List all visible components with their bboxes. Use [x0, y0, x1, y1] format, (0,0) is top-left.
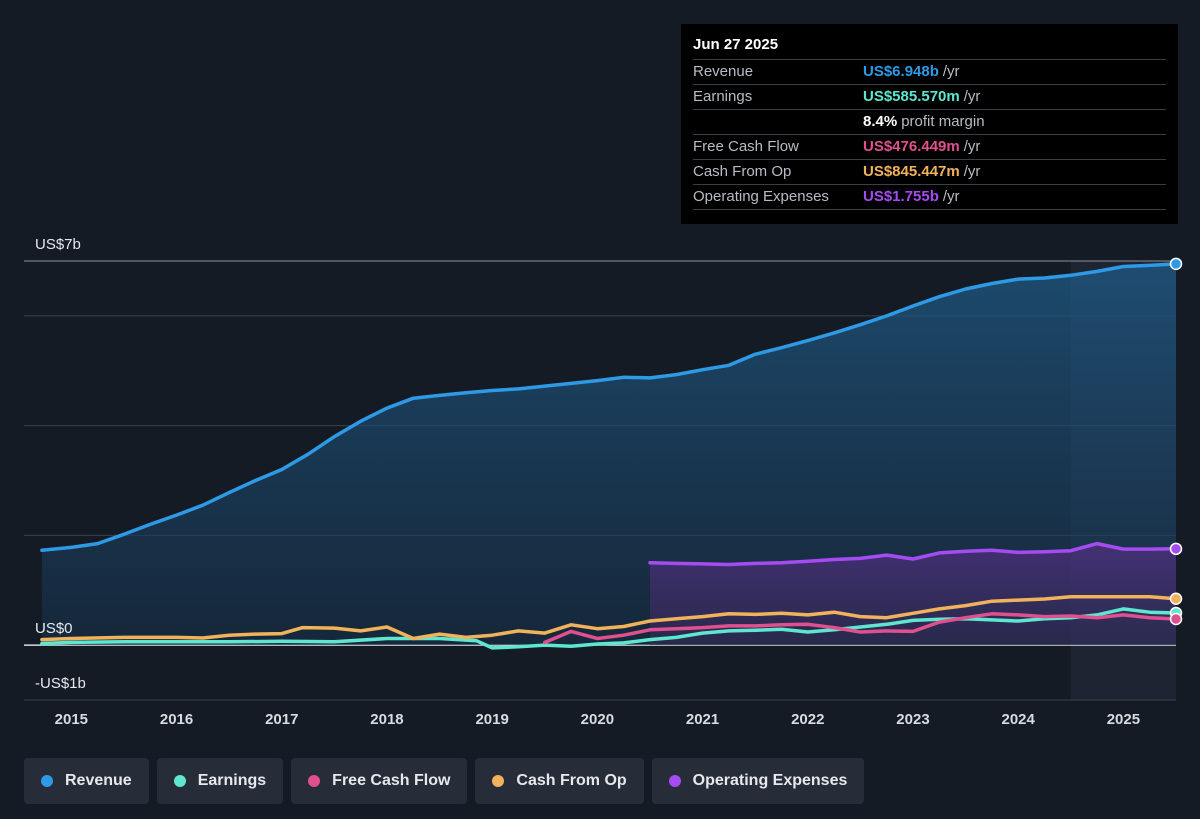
x-tick-label: 2018 [370, 711, 403, 728]
revenue-end-marker [1169, 257, 1183, 271]
operating-expenses-end-marker [1169, 542, 1183, 556]
tooltip-row-unit: /yr [963, 138, 981, 155]
tooltip-row-unit: profit margin [901, 113, 985, 130]
x-tick-label: 2017 [265, 711, 298, 728]
tooltip-row: Cash From Op US$845.447m/yr [693, 159, 1166, 184]
free-cash-flow-end-marker [1169, 612, 1183, 626]
tooltip-row: Free Cash Flow US$476.449m/yr [693, 134, 1166, 159]
x-tick-label: 2024 [1002, 711, 1036, 728]
tooltip-row-label: Cash From Op [693, 163, 792, 180]
legend-label: Free Cash Flow [332, 772, 451, 789]
x-tick-label: 2020 [581, 711, 614, 728]
x-tick-label: 2019 [475, 711, 508, 728]
legend-dot-icon [308, 775, 321, 787]
tooltip-row-unit: /yr [963, 163, 981, 180]
x-tick-label: 2021 [686, 711, 719, 728]
legend-label: Operating Expenses [692, 772, 848, 789]
tooltip-row-value: US$6.948b [863, 63, 939, 80]
legend-item-operating-expenses[interactable]: Operating Expenses [651, 758, 865, 804]
legend-item-earnings[interactable]: Earnings [156, 758, 284, 804]
tooltip-row-label: Earnings [693, 88, 753, 105]
tooltip-row: 8.4% profit margin [693, 109, 1166, 134]
tooltip-row-value: 8.4% [863, 113, 898, 130]
legend-item-free-cash-flow[interactable]: Free Cash Flow [291, 758, 468, 804]
y-axis-label: -US$1b [35, 675, 86, 692]
tooltip-row-value: US$585.570m [863, 88, 960, 105]
legend-label: Revenue [65, 772, 132, 789]
tooltip-panel: Jun 27 2025 Revenue US$6.948b/yr Earnings U… [681, 24, 1178, 224]
legend-dot-icon [41, 775, 53, 787]
legend-label: Earnings [197, 772, 267, 789]
cash-from-op-line [40, 595, 1178, 642]
tooltip-row-label: Free Cash Flow [693, 138, 799, 155]
y-axis-label: US$0 [35, 620, 73, 637]
tooltip-row: Revenue US$6.948b/yr [693, 59, 1166, 84]
cash-from-op-end-marker [1169, 592, 1183, 606]
tooltip-row-label: Operating Expenses [693, 188, 829, 205]
tooltip-row-unit: /yr [942, 188, 960, 205]
legend-dot-icon [668, 775, 681, 787]
x-tick-label: 2015 [55, 711, 88, 728]
x-tick-label: 2025 [1107, 711, 1140, 728]
legend-dot-icon [173, 775, 186, 787]
x-tick-label: 2016 [160, 711, 193, 728]
legend: Revenue Earnings Free Cash Flow Cash From O… [24, 758, 865, 804]
tooltip-row-value: US$476.449m [863, 138, 960, 155]
tooltip-row-label [693, 110, 863, 134]
legend-label: Cash From Op [516, 772, 627, 789]
revenue-area [41, 263, 1176, 646]
free-cash-flow-line [543, 612, 1178, 645]
legend-item-cash-from-op[interactable]: Cash From Op [475, 758, 644, 804]
tooltip-row-unit: /yr [963, 88, 981, 105]
revenue-line [40, 262, 1178, 552]
x-tick-label: 2022 [791, 711, 824, 728]
tooltip-row-label: Revenue [693, 63, 754, 80]
legend-dot-icon [492, 775, 505, 787]
y-axis-label: US$7b [35, 236, 81, 253]
tooltip-date: Jun 27 2025 [693, 36, 779, 53]
earnings-line [40, 607, 1178, 650]
tooltip-row: Earnings US$585.570m/yr [693, 84, 1166, 109]
operating-expenses-line [648, 541, 1178, 567]
tooltip-row: Operating Expenses US$1.755b/yr [693, 184, 1166, 210]
tooltip-row-value: US$1.755b [863, 188, 939, 205]
x-tick-label: 2023 [896, 711, 929, 728]
legend-item-revenue[interactable]: Revenue [24, 758, 149, 804]
tooltip-row-value: US$845.447m [863, 163, 960, 180]
tooltip-row-unit: /yr [942, 63, 960, 80]
